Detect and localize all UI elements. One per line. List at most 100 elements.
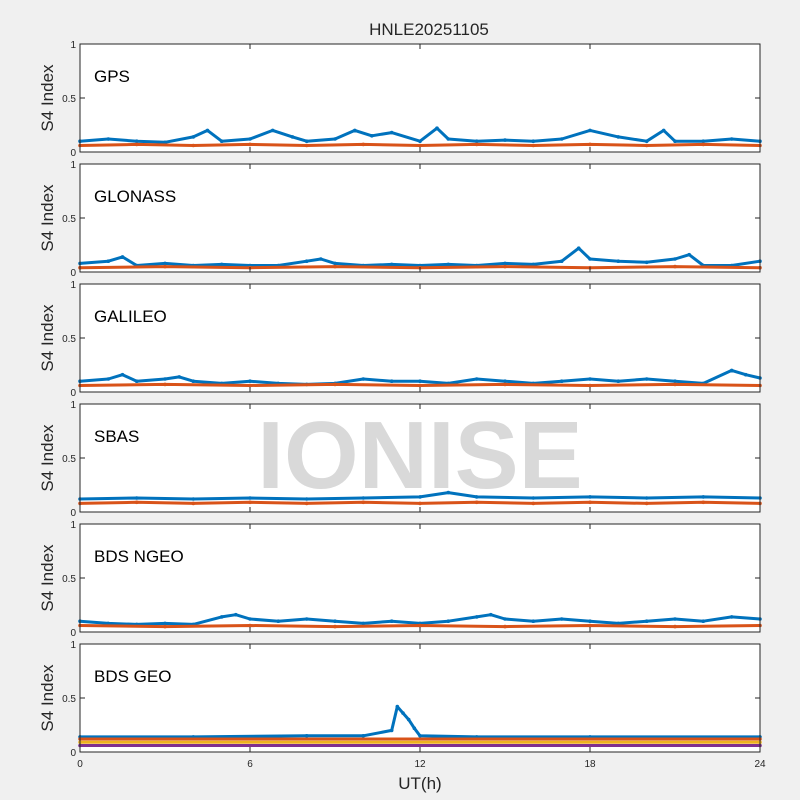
data-point — [588, 142, 592, 147]
data-point — [531, 496, 536, 500]
data-point — [248, 379, 252, 384]
panel-sbas: 0 0.5 1 SBAS S4 Index — [38, 400, 762, 519]
data-point — [134, 500, 139, 505]
x-axis-ticks: 0 6 12 18 24 — [77, 759, 766, 770]
y-tick-label: 0.5 — [62, 574, 76, 585]
data-point — [673, 139, 677, 143]
data-point — [304, 259, 309, 264]
data-point — [531, 619, 536, 623]
data-point — [729, 137, 734, 141]
axes-background — [80, 44, 760, 152]
y-axis-label: S4 Index — [38, 664, 57, 732]
data-point — [276, 619, 281, 623]
data-point — [644, 377, 649, 381]
data-point — [304, 497, 309, 501]
data-point — [673, 379, 677, 384]
data-point — [588, 377, 592, 381]
data-point — [701, 495, 706, 499]
data-point — [616, 621, 621, 626]
data-point — [701, 619, 706, 623]
data-point — [474, 377, 479, 381]
data-point — [588, 383, 592, 388]
data-point — [576, 246, 581, 250]
data-point — [644, 619, 649, 623]
data-point — [701, 500, 706, 505]
data-point — [333, 382, 337, 387]
y-tick-label: 1 — [70, 280, 76, 291]
data-point — [370, 134, 374, 138]
data-point — [191, 497, 196, 501]
data-point — [531, 143, 536, 148]
data-point — [418, 501, 422, 506]
axes-background — [80, 164, 760, 272]
data-point — [588, 257, 592, 261]
data-point — [673, 264, 677, 269]
data-point — [361, 500, 366, 505]
data-point — [474, 142, 479, 147]
data-point — [304, 139, 309, 143]
data-point — [106, 137, 111, 141]
y-tick-label: 1 — [70, 400, 76, 411]
y-axis-label: S4 Index — [38, 304, 57, 372]
data-point — [248, 142, 252, 147]
data-point — [106, 621, 111, 626]
data-point — [588, 128, 592, 133]
data-point — [361, 142, 366, 147]
data-point — [503, 624, 507, 629]
data-point — [644, 260, 649, 265]
data-point — [304, 501, 309, 506]
watermark: IONISE — [257, 402, 582, 509]
data-point — [389, 379, 394, 384]
data-point — [503, 138, 507, 142]
data-point — [531, 501, 536, 506]
data-point — [120, 372, 125, 377]
y-tick-label: 0 — [70, 268, 76, 279]
data-point — [588, 495, 592, 499]
data-point — [248, 500, 252, 505]
data-point — [163, 140, 167, 145]
data-point — [106, 377, 111, 381]
data-point — [163, 624, 167, 629]
data-point — [474, 495, 479, 499]
data-point — [729, 368, 734, 373]
axes-background — [80, 404, 760, 512]
x-tick-label: 18 — [584, 759, 596, 770]
x-tick-label: 12 — [414, 759, 426, 770]
panel-label: GLONASS — [94, 187, 176, 206]
data-point — [588, 500, 592, 505]
data-point — [418, 379, 422, 384]
data-point — [333, 264, 337, 269]
panel-label: GALILEO — [94, 307, 167, 326]
data-point — [616, 135, 621, 139]
data-point — [588, 619, 592, 623]
data-point — [418, 495, 422, 499]
data-point — [389, 619, 394, 623]
data-point — [446, 262, 451, 267]
data-point — [353, 128, 357, 133]
data-point — [163, 264, 167, 269]
y-tick-label: 0.5 — [62, 94, 76, 105]
series-line — [79, 491, 761, 501]
data-point — [474, 615, 479, 619]
x-tick-label: 24 — [754, 759, 766, 770]
data-point — [418, 139, 422, 143]
data-point — [503, 617, 507, 621]
data-point — [333, 261, 337, 266]
y-tick-label: 0 — [70, 388, 76, 399]
panel-label: SBAS — [94, 427, 139, 446]
data-point — [616, 259, 621, 264]
axes-background — [80, 524, 760, 632]
y-tick-label: 1 — [70, 160, 76, 171]
y-axis-label: S4 Index — [38, 184, 57, 252]
data-point — [701, 139, 706, 143]
figure-title: HNLE20251105 — [369, 20, 489, 39]
y-tick-label: 0.5 — [62, 214, 76, 225]
data-point — [191, 135, 196, 139]
data-point — [644, 139, 649, 143]
y-tick-label: 1 — [70, 40, 76, 51]
data-point — [120, 255, 125, 259]
data-point — [673, 624, 677, 629]
data-point — [134, 142, 139, 147]
data-point — [389, 728, 394, 733]
data-point — [446, 619, 451, 623]
